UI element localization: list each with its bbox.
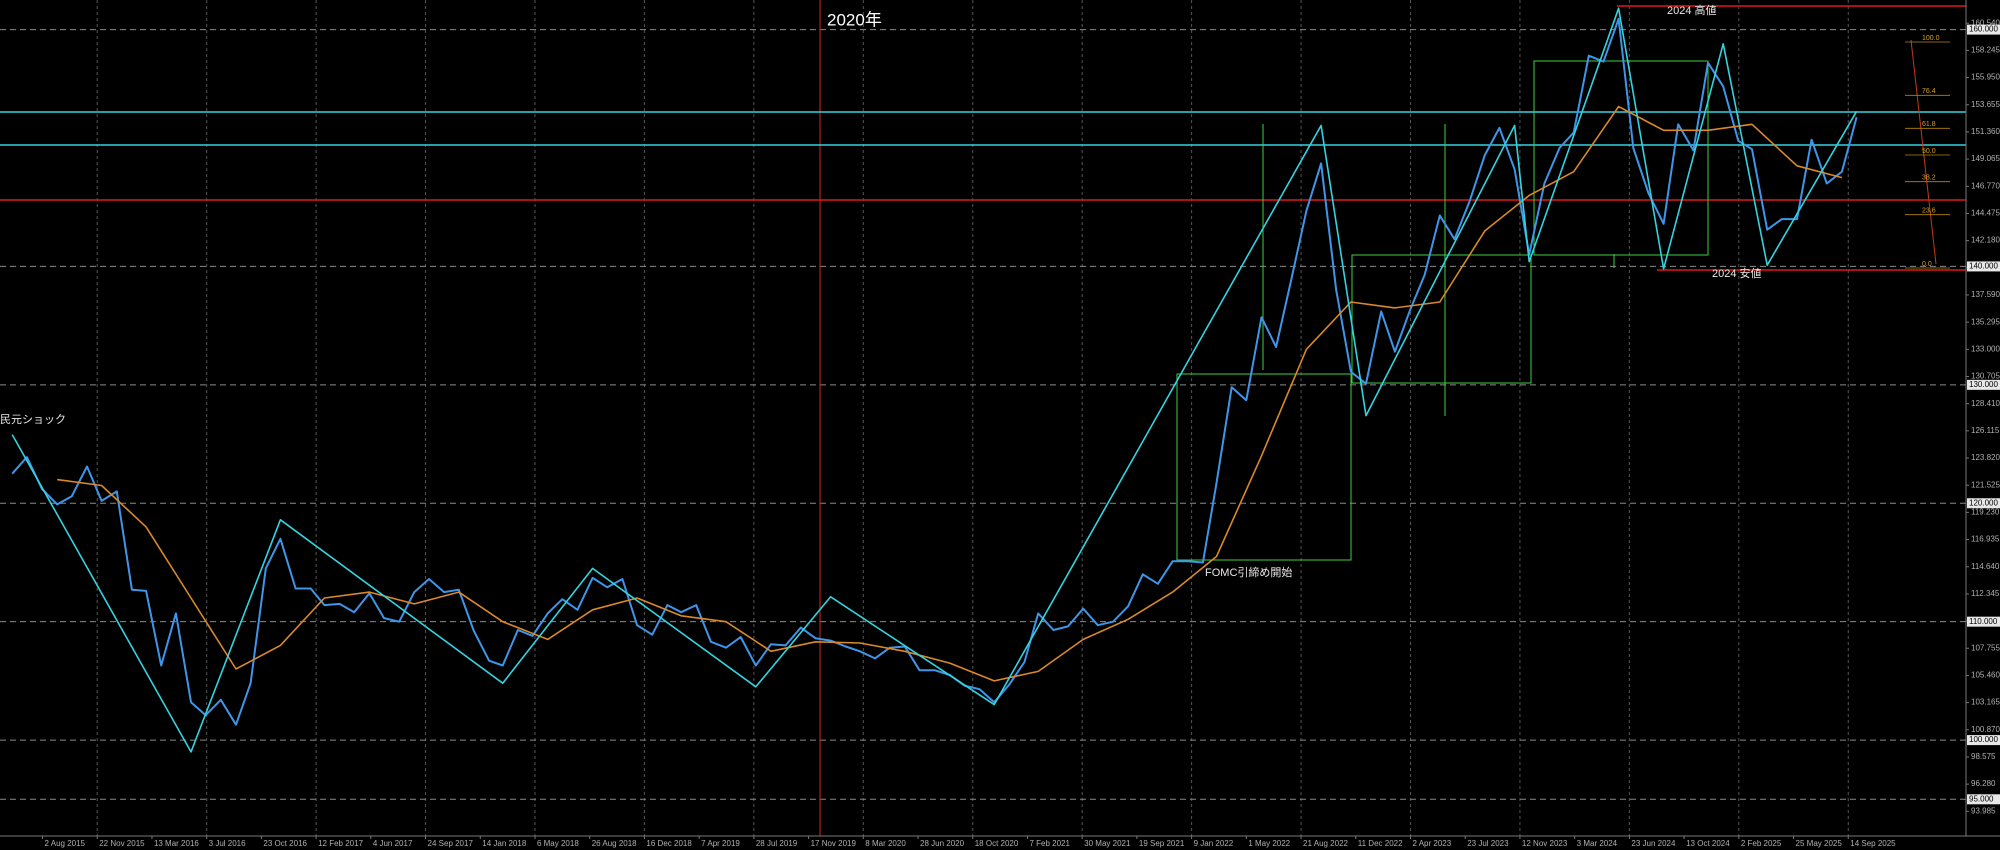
x-tick-label: 21 Aug 2022 — [1303, 839, 1348, 848]
x-tick-label: 3 Jul 2016 — [209, 839, 246, 848]
y-tick-label: 142.180 — [1971, 236, 2000, 245]
x-tick-label: 18 Oct 2020 — [975, 839, 1019, 848]
y-tick-label: 103.165 — [1971, 698, 2000, 707]
annotation: 2024 高値 — [1667, 3, 1717, 17]
series-line — [11, 7, 1858, 753]
y-tick-label: 133.000 — [1971, 344, 2000, 353]
y-tick-label: 155.950 — [1971, 73, 2000, 82]
level-label-box — [1967, 616, 2000, 627]
x-tick-label: 22 Nov 2015 — [99, 839, 145, 848]
y-tick-label: 116.935 — [1971, 535, 2000, 544]
box — [1533, 60, 1709, 256]
level-label-box — [1967, 379, 2000, 390]
box — [1351, 254, 1532, 384]
x-tick-label: 11 Dec 2022 — [1358, 839, 1403, 848]
y-tick-label: 160.540 — [1971, 18, 2000, 27]
series-line — [11, 17, 1858, 726]
fib-label: 23.6 — [1922, 208, 1936, 215]
y-tick-label: 119.230 — [1971, 507, 2000, 516]
annotation: FOMC引締め開始 — [1205, 565, 1292, 579]
y-tick-label: 93.985 — [1971, 806, 1996, 815]
x-tick-label: 17 Nov 2019 — [811, 839, 857, 848]
y-tick-label: 114.640 — [1971, 562, 2000, 571]
x-tick-label: 7 Feb 2021 — [1029, 839, 1070, 848]
y-tick-label: 96.280 — [1971, 779, 1996, 788]
fib-label: 50.0 — [1922, 148, 1936, 155]
fib-label: 38.2 — [1922, 175, 1936, 182]
x-tick-label: 9 Jan 2022 — [1194, 839, 1234, 848]
x-tick-label: 2 Apr 2023 — [1412, 839, 1451, 848]
x-tick-label: 13 Oct 2024 — [1686, 839, 1730, 848]
y-tick-label: 128.410 — [1971, 399, 2000, 408]
annotation: 民元ショック — [0, 413, 66, 426]
y-tick-label: 130.705 — [1971, 372, 2000, 381]
annotation: 2020年 — [827, 10, 882, 29]
series-line — [57, 105, 1843, 682]
fib-label: 61.8 — [1922, 121, 1936, 128]
x-tick-label: 25 May 2025 — [1796, 839, 1843, 848]
y-tick-label: 158.245 — [1971, 45, 2000, 54]
x-tick-label: 23 Jun 2024 — [1631, 839, 1676, 848]
x-tick-label: 12 Nov 2023 — [1522, 839, 1568, 848]
x-tick-label: 4 Jun 2017 — [373, 839, 413, 848]
y-tick-label: 121.525 — [1971, 480, 2000, 489]
x-tick-label: 13 Mar 2016 — [154, 839, 199, 848]
level-label: 130.000 — [1969, 380, 1998, 389]
x-tick-label: 23 Oct 2016 — [263, 839, 307, 848]
fib-label: 76.4 — [1922, 88, 1936, 95]
box — [1176, 373, 1352, 561]
fib-label: 0.0 — [1922, 261, 1932, 268]
level-label: 100.000 — [1969, 735, 1998, 744]
level-label: 120.000 — [1969, 498, 1998, 507]
level-label-box — [1967, 261, 2000, 272]
y-tick-label: 153.655 — [1971, 100, 2000, 109]
x-tick-label: 23 Jul 2023 — [1467, 839, 1509, 848]
x-tick-label: 28 Jun 2020 — [920, 839, 965, 848]
level-label-box — [1967, 735, 2000, 746]
annotation: 2024 安値 — [1712, 266, 1762, 280]
y-tick-label: 151.360 — [1971, 127, 2000, 136]
x-tick-label: 7 Apr 2019 — [701, 839, 740, 848]
level-label: 140.000 — [1969, 262, 1998, 271]
y-tick-label: 144.475 — [1971, 209, 2000, 218]
y-tick-label: 98.575 — [1971, 752, 1996, 761]
x-tick-label: 6 May 2018 — [537, 839, 579, 848]
x-tick-label: 1 May 2022 — [1248, 839, 1290, 848]
y-tick-label: 137.590 — [1971, 290, 2000, 299]
fib-line — [1910, 39, 1937, 265]
x-tick-label: 28 Jul 2019 — [756, 839, 798, 848]
x-tick-label: 12 Feb 2017 — [318, 839, 363, 848]
level-label-box — [1967, 24, 2000, 35]
level-label-box — [1967, 498, 2000, 509]
fib-label: 100.0 — [1922, 35, 1940, 42]
y-tick-label: 107.755 — [1971, 643, 2000, 652]
x-tick-label: 14 Jan 2018 — [482, 839, 527, 848]
y-tick-label: 112.345 — [1971, 589, 2000, 598]
x-tick-label: 14 Sep 2025 — [1850, 839, 1896, 848]
x-tick-label: 3 Mar 2024 — [1577, 839, 1618, 848]
x-tick-label: 19 Sep 2021 — [1139, 839, 1185, 848]
plot — [11, 7, 1858, 753]
y-tick-label: 149.065 — [1971, 154, 2000, 163]
level-label: 160.000 — [1969, 25, 1998, 34]
x-tick-label: 30 May 2021 — [1084, 839, 1131, 848]
x-tick-label: 16 Dec 2018 — [646, 839, 692, 848]
level-label: 95.000 — [1969, 794, 1994, 803]
x-tick-label: 26 Aug 2018 — [592, 839, 637, 848]
level-label-box — [1967, 794, 2000, 805]
level-label: 110.000 — [1969, 617, 1998, 626]
y-tick-label: 123.820 — [1971, 453, 2000, 462]
x-tick-label: 2 Aug 2015 — [45, 839, 86, 848]
x-tick-label: 2 Feb 2025 — [1741, 839, 1782, 848]
y-tick-label: 135.295 — [1971, 317, 2000, 326]
y-tick-label: 126.115 — [1971, 426, 2000, 435]
x-tick-label: 24 Sep 2017 — [428, 839, 474, 848]
y-tick-label: 105.460 — [1971, 671, 2000, 680]
y-tick-label: 100.870 — [1971, 725, 2000, 734]
y-tick-label: 146.770 — [1971, 181, 2000, 190]
x-tick-label: 8 Mar 2020 — [865, 839, 906, 848]
